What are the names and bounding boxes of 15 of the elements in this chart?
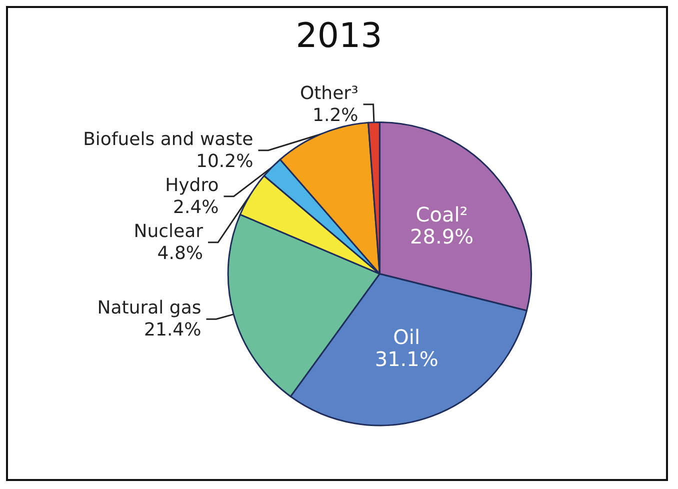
data-label: 10.2% [196,150,254,172]
data-label: 21.4% [144,320,202,341]
slice-label: Biofuels and waste [83,128,254,150]
slice-label: Natural gas [97,298,202,319]
slice-label: Oil [393,324,420,349]
slice-label: Hydro [165,174,219,196]
chart-title: 2013 [296,16,382,56]
slice-label: Coal² [416,202,468,226]
data-label: 31.1% [374,346,438,371]
data-label: 2.4% [173,196,219,218]
slice-label: Other³ [300,82,358,104]
data-label: 1.2% [312,104,358,126]
data-label: 4.8% [157,242,204,264]
slice-label: Nuclear [134,220,204,242]
data-label: 28.9% [410,224,474,248]
